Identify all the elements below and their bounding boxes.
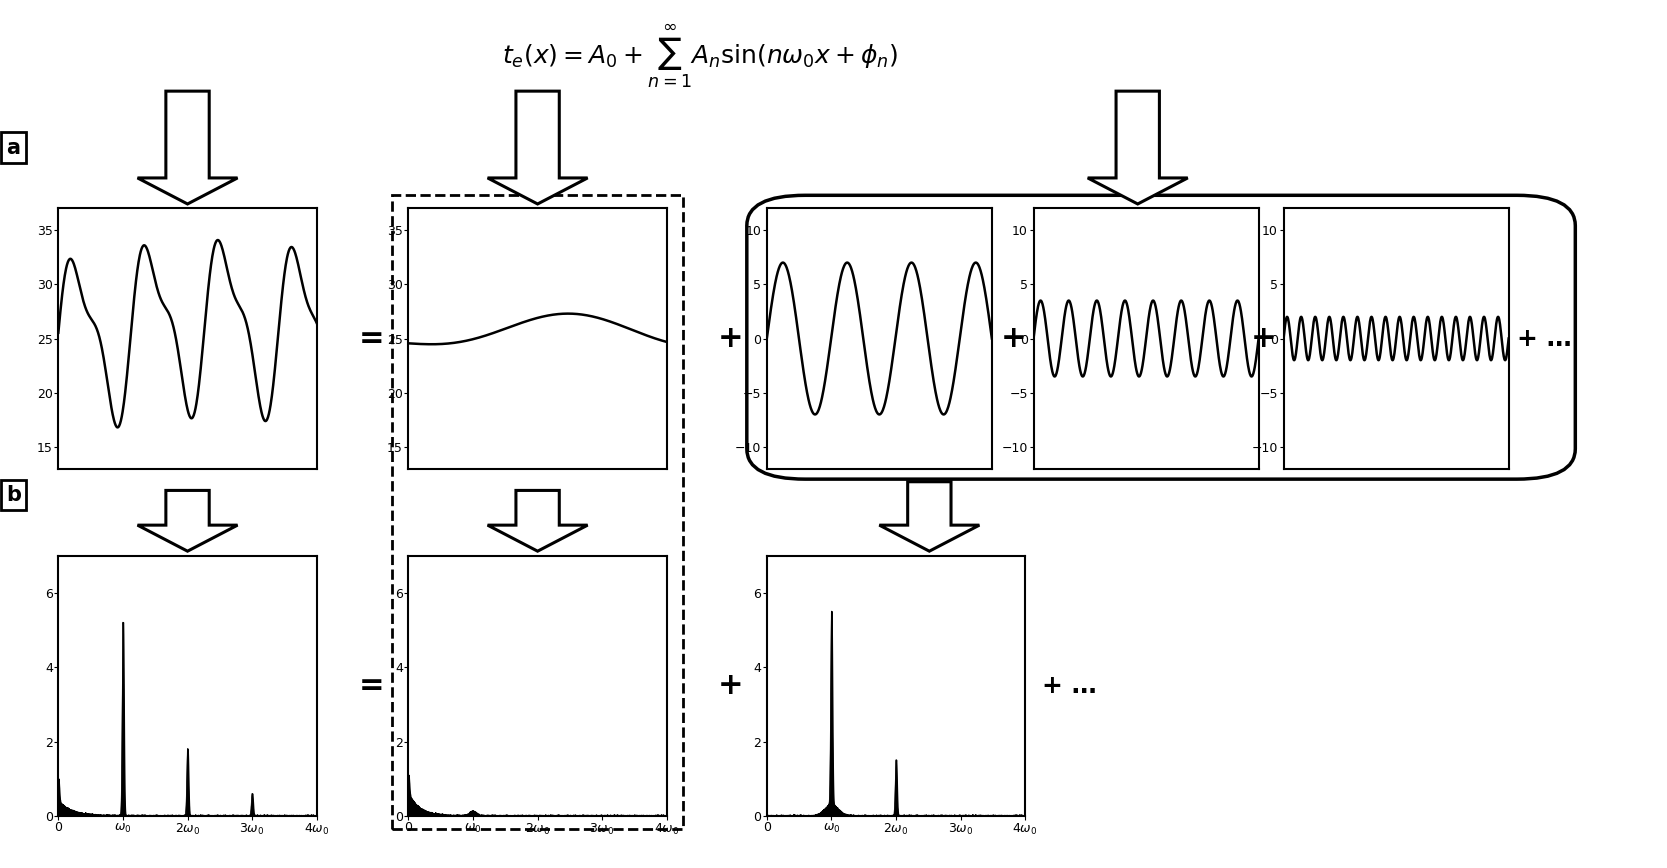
Polygon shape: [138, 490, 238, 551]
Text: $t_e(x) = A_0 + \sum_{n=1}^{\infty} A_n \sin(n\omega_0 x + \phi_n)$: $t_e(x) = A_0 + \sum_{n=1}^{\infty} A_n …: [502, 23, 899, 90]
Text: =: =: [358, 671, 385, 700]
Text: +: +: [1250, 324, 1277, 353]
Polygon shape: [487, 91, 588, 204]
Polygon shape: [487, 490, 588, 551]
Text: =: =: [358, 324, 385, 353]
Text: b: b: [7, 484, 20, 505]
Text: a: a: [7, 137, 20, 158]
Polygon shape: [1089, 91, 1187, 204]
Polygon shape: [880, 482, 980, 551]
Polygon shape: [138, 91, 238, 204]
Text: + …: + …: [1042, 674, 1097, 698]
Text: +: +: [1000, 324, 1027, 353]
Text: + …: + …: [1517, 326, 1572, 351]
Text: +: +: [717, 324, 743, 353]
Text: +: +: [717, 671, 743, 700]
